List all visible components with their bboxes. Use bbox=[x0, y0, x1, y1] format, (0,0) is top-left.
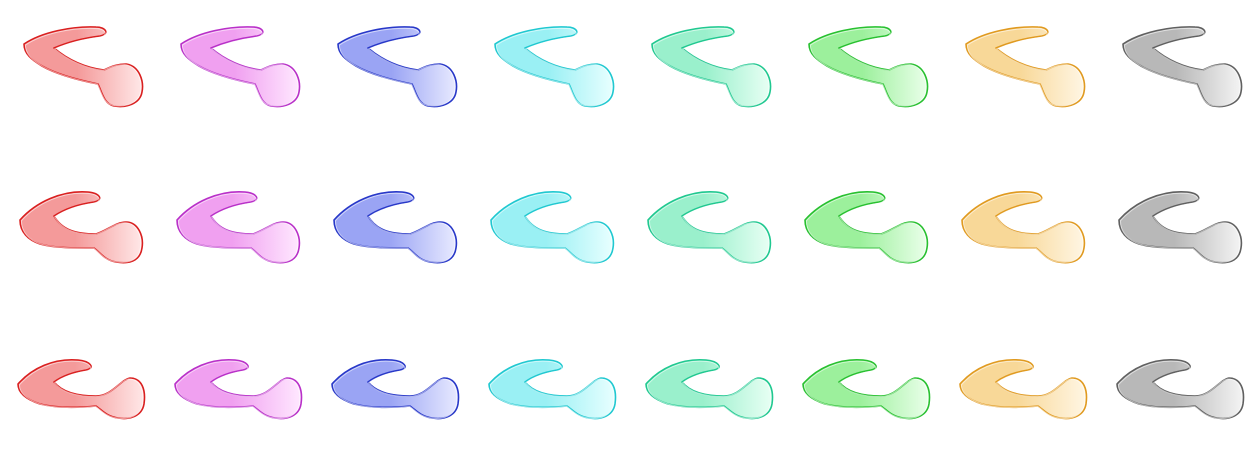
sprite-gray-pose-2 bbox=[1118, 191, 1243, 264]
sprite-pink-pose-1 bbox=[180, 26, 301, 108]
sprite-highlight bbox=[805, 192, 927, 263]
sprite-highlight bbox=[18, 360, 144, 419]
sprite-red-pose-1 bbox=[23, 26, 144, 108]
sprite-highlight bbox=[1123, 27, 1241, 107]
sprite-highlight bbox=[332, 360, 458, 419]
sprite-highlight bbox=[966, 27, 1084, 107]
sprite-cyan-pose-1 bbox=[494, 26, 615, 108]
sprite-cyan-pose-3 bbox=[488, 358, 617, 420]
sprite-highlight bbox=[181, 27, 299, 107]
sprite-mint-pose-3 bbox=[645, 358, 774, 420]
sprite-highlight bbox=[24, 27, 142, 107]
sprite-highlight bbox=[809, 27, 927, 107]
sprite-mint-pose-2 bbox=[647, 191, 772, 264]
sprite-gray-pose-1 bbox=[1122, 26, 1243, 108]
sprite-green-pose-3 bbox=[802, 358, 931, 420]
sprite-highlight bbox=[1117, 360, 1243, 419]
sprite-green-pose-1 bbox=[808, 26, 929, 108]
sprite-highlight bbox=[20, 192, 142, 263]
sprite-cyan-pose-2 bbox=[490, 191, 615, 264]
sprite-highlight bbox=[962, 192, 1084, 263]
sprite-blue-pose-1 bbox=[337, 26, 458, 108]
sprite-green-pose-2 bbox=[804, 191, 929, 264]
sprite-highlight bbox=[489, 360, 615, 419]
sprite-highlight bbox=[491, 192, 613, 263]
sprite-orange-pose-2 bbox=[961, 191, 1086, 264]
sprite-highlight bbox=[175, 360, 301, 419]
sprites-grid bbox=[17, 26, 1245, 420]
sprite-pink-pose-3 bbox=[174, 358, 303, 420]
sprite-highlight bbox=[652, 27, 770, 107]
sprite-blue-pose-3 bbox=[331, 358, 460, 420]
sprite-orange-pose-3 bbox=[959, 358, 1088, 420]
sprite-gray-pose-3 bbox=[1116, 358, 1245, 420]
sprite-red-pose-2 bbox=[19, 191, 144, 264]
sprite-blue-pose-2 bbox=[333, 191, 458, 264]
sprite-highlight bbox=[960, 360, 1086, 419]
sprite-pink-pose-2 bbox=[176, 191, 301, 264]
sprite-highlight bbox=[338, 27, 456, 107]
sprite-red-pose-3 bbox=[17, 358, 146, 420]
sprite-highlight bbox=[646, 360, 772, 419]
sprite-highlight bbox=[648, 192, 770, 263]
sprite-highlight bbox=[177, 192, 299, 263]
sprite-mint-pose-1 bbox=[651, 26, 772, 108]
sprite-highlight bbox=[334, 192, 456, 263]
sprite-highlight bbox=[803, 360, 929, 419]
sprite-orange-pose-1 bbox=[965, 26, 1086, 108]
sprite-highlight bbox=[1119, 192, 1241, 263]
sprite-highlight bbox=[495, 27, 613, 107]
